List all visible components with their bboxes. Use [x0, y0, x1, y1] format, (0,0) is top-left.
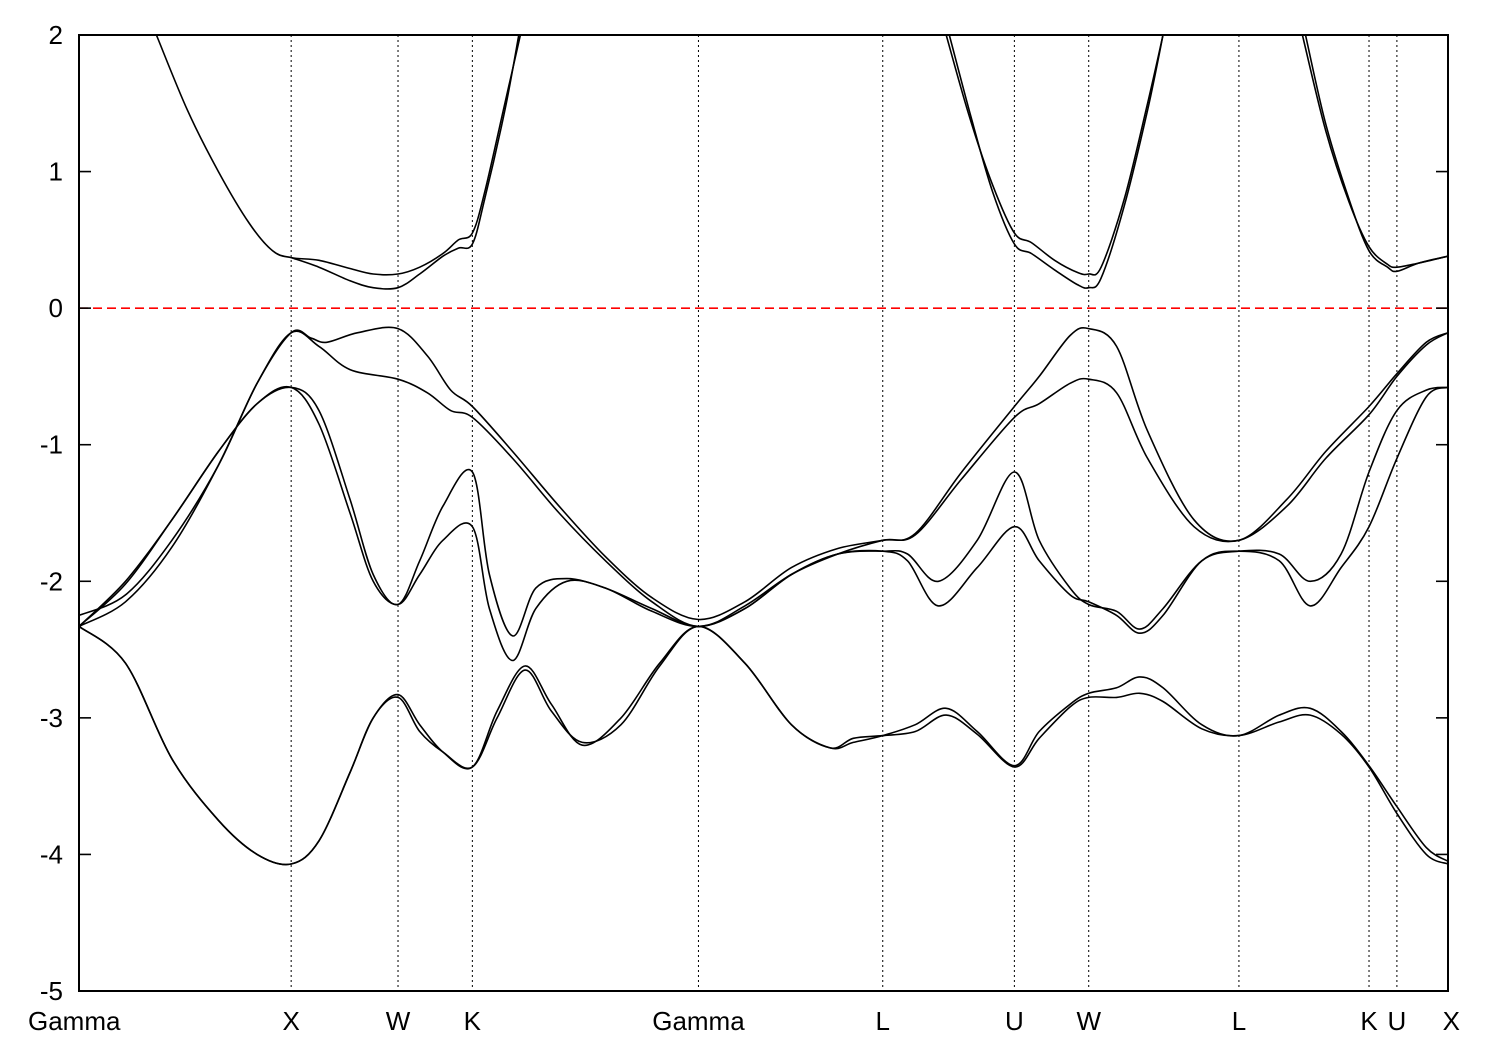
x-tick-label: K	[1360, 1006, 1378, 1036]
x-tick-label: W	[386, 1006, 411, 1036]
x-tick-label: X	[282, 1006, 299, 1036]
band-line-11	[79, 625, 1448, 866]
band-line-7	[79, 326, 1448, 628]
band-line-8	[79, 330, 1448, 628]
x-tick-label: W	[1076, 1006, 1101, 1036]
y-tick-label: 2	[49, 20, 63, 50]
y-tick-label: 0	[49, 293, 63, 323]
band-line-10	[79, 386, 1448, 637]
x-tick-label: Gamma	[652, 1006, 745, 1036]
x-tick-label: K	[464, 1006, 482, 1036]
y-tick-label: -4	[40, 839, 63, 869]
y-tick-label: -2	[40, 566, 63, 596]
band-line-4	[948, 35, 1164, 289]
band-line-5	[1301, 35, 1448, 269]
band-line-2	[290, 35, 520, 290]
band-lines	[79, 35, 1448, 866]
x-tick-label: Gamma	[28, 1006, 121, 1036]
band-line-1	[155, 35, 522, 276]
band-line-9	[79, 385, 1448, 662]
plot-border	[78, 34, 1449, 992]
x-tick-label: U	[1005, 1006, 1024, 1036]
band-line-12	[79, 625, 1448, 866]
plot-frame	[78, 34, 1449, 992]
y-tick-label: -3	[40, 703, 63, 733]
x-tick-label: U	[1388, 1006, 1407, 1036]
band-line-6	[1304, 35, 1448, 273]
y-tick-label: 1	[49, 157, 63, 187]
x-tick-label: L	[1232, 1006, 1246, 1036]
x-axis-ticks: Gamma X W K Gamma L U W L K U X	[28, 1006, 1460, 1036]
high-symmetry-lines	[290, 35, 1398, 991]
y-tick-label: -1	[40, 430, 63, 460]
x-tick-label: L	[876, 1006, 890, 1036]
y-tick-label: -5	[40, 976, 63, 1006]
x-tick-label: X	[1443, 1006, 1460, 1036]
y-axis-ticks: -5 -4 -3 -2 -1 0 1 2	[40, 20, 1448, 1006]
band-line-3	[945, 35, 1164, 276]
